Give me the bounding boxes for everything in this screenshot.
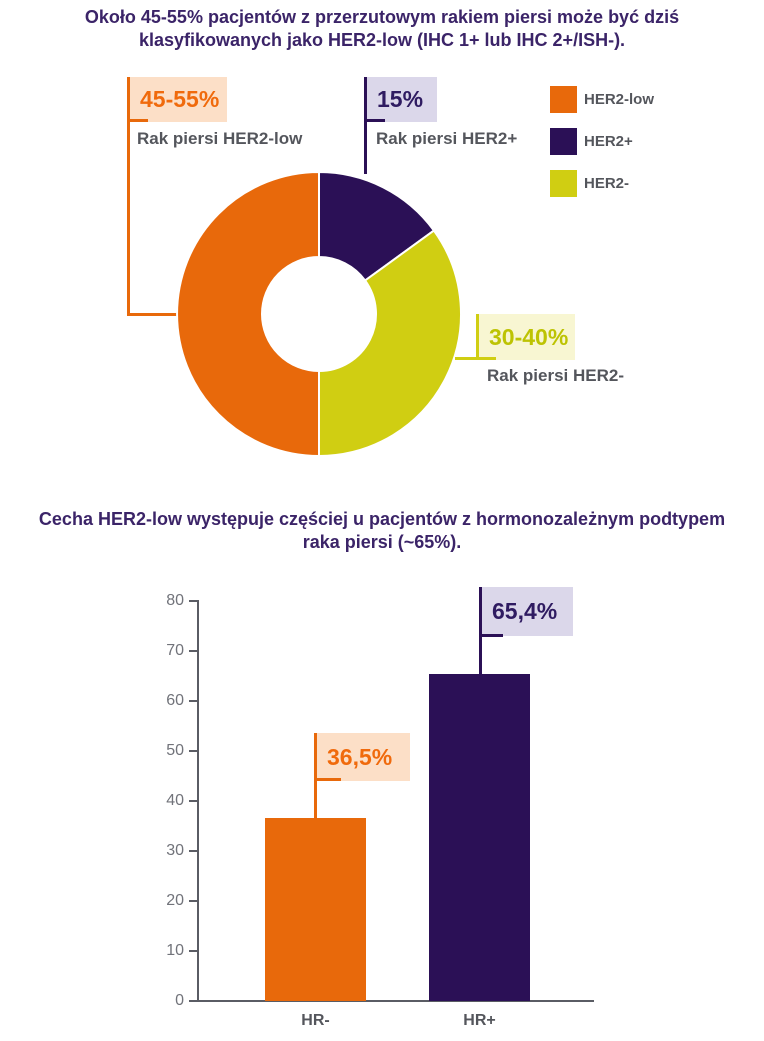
y-tick-mark-30 <box>189 850 198 852</box>
callout-value-her2-low: 45-55% <box>140 86 220 112</box>
bar-hrminus <box>265 818 366 1001</box>
callout-box-hr-minus: 36,5% <box>314 733 410 781</box>
legend-item-her2-plus: HER2+ <box>550 128 633 155</box>
callout-box-her2-plus: 15% <box>364 77 437 122</box>
y-axis-line <box>197 600 199 1002</box>
legend-item-her2-low: HER2-low <box>550 86 654 113</box>
y-tick-label-80: 80 <box>166 592 184 609</box>
hr-minus-connector-tick <box>314 778 341 781</box>
hr-minus-connector-vertical-line <box>314 733 317 819</box>
callout-label-her2-plus: Rak piersi HER2+ <box>376 129 518 148</box>
callout-value-her2-minus: 30-40% <box>489 323 569 350</box>
legend-swatch-her2-low <box>550 86 577 113</box>
donut-slice-her2-plus <box>318 170 436 282</box>
y-tick-label-10: 10 <box>166 942 184 959</box>
y-tick-mark-0 <box>189 1000 198 1002</box>
y-tick-label-20: 20 <box>166 892 184 909</box>
her2-minus-connector-horizontal-line <box>455 357 496 360</box>
y-tick-mark-60 <box>189 700 198 702</box>
her2-minus-connector-vertical-line <box>476 314 479 360</box>
y-tick-mark-70 <box>189 650 198 652</box>
y-tick-label-60: 60 <box>166 692 184 709</box>
y-tick-mark-50 <box>189 750 198 752</box>
y-tick-label-50: 50 <box>166 742 184 759</box>
hr-plus-connector-tick <box>479 634 503 637</box>
x-axis-line <box>197 1000 594 1002</box>
her2-plus-connector-vertical-line <box>364 77 367 174</box>
hr-plus-connector-vertical-line <box>479 587 482 675</box>
her2-low-connector-horizontal-line <box>127 313 178 316</box>
her2-low-connector-vertical-line <box>127 77 130 316</box>
x-axis-label-hrminus: HR- <box>301 1012 330 1029</box>
bar-value-label-hr-plus: 65,4% <box>492 598 558 624</box>
bar-hrplus <box>429 674 530 1001</box>
callout-value-her2-plus: 15% <box>377 86 424 112</box>
y-tick-mark-40 <box>189 800 198 802</box>
legend-swatch-her2-plus <box>550 128 577 155</box>
callout-box-her2-minus: 30-40% <box>476 314 575 360</box>
legend-swatch-her2-minus <box>550 170 577 197</box>
legend-label-her2-low: HER2-low <box>584 91 655 108</box>
legend-item-her2-minus: HER2- <box>550 170 629 197</box>
x-axis-label-hrplus: HR+ <box>463 1012 496 1029</box>
legend-label-her2-minus: HER2- <box>584 175 630 192</box>
y-tick-label-40: 40 <box>166 792 184 809</box>
legend-label-her2-plus: HER2+ <box>584 133 633 150</box>
callout-box-her2-low: 45-55% <box>127 77 227 122</box>
y-tick-mark-80 <box>189 600 198 602</box>
y-tick-label-0: 0 <box>175 992 184 1009</box>
callout-label-her2-minus: Rak piersi HER2- <box>487 366 624 385</box>
y-tick-label-70: 70 <box>166 642 184 659</box>
donut-slice-her2-low <box>176 170 320 458</box>
y-tick-label-30: 30 <box>166 842 184 859</box>
donut-chart <box>176 170 462 458</box>
callout-box-hr-plus: 65,4% <box>479 587 573 636</box>
her2-plus-connector-tick <box>364 119 385 122</box>
y-tick-mark-20 <box>189 900 198 902</box>
y-tick-mark-10 <box>189 950 198 952</box>
donut-section-title: Około 45-55% pacjentów z przerzutowym ra… <box>84 7 680 50</box>
her2-low-connector-tick <box>127 119 148 122</box>
donut-slice-her2-minus <box>318 229 462 458</box>
callout-label-her2-low: Rak piersi HER2-low <box>137 129 303 148</box>
bar-value-label-hr-minus: 36,5% <box>327 743 393 770</box>
bar-section-title: Cecha HER2-low występuje częściej u pacj… <box>38 509 726 552</box>
